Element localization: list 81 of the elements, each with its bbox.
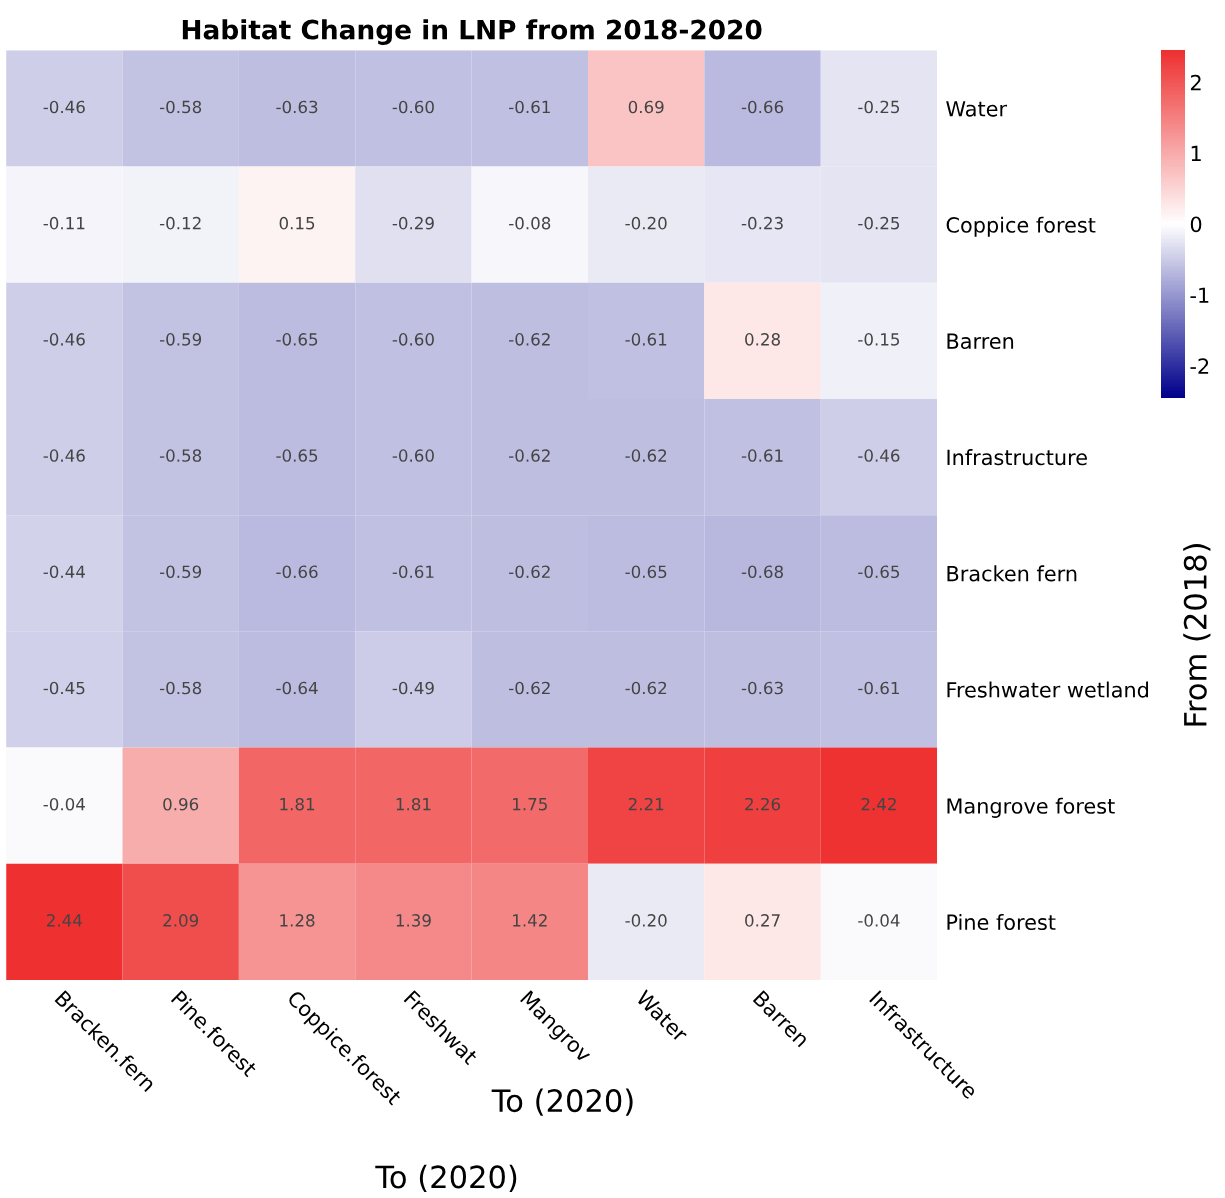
- data-label: 1.75: [513, 798, 547, 811]
- data-label: -0.49: [392, 681, 434, 695]
- data-label: -0.62: [509, 333, 550, 346]
- data-label: -0.29: [392, 216, 434, 230]
- data-label: -0.44: [43, 565, 85, 579]
- data-label: -0.60: [392, 449, 434, 462]
- y-tick-label: Barren: [947, 333, 1014, 350]
- data-label: 1.81: [396, 797, 431, 811]
- data-label: -0.59: [159, 333, 202, 346]
- data-label: -0.62: [509, 449, 550, 462]
- data-label: -0.68: [741, 565, 783, 579]
- color-bar-label: 1: [1191, 145, 1201, 162]
- data-label: -0.60: [392, 333, 434, 346]
- data-label: -0.62: [625, 681, 667, 695]
- text: To (2020): [375, 1164, 517, 1193]
- data-label: 2.21: [628, 797, 664, 811]
- data-label: -0.61: [509, 100, 550, 114]
- data-label: 0.15: [279, 216, 315, 230]
- data-label: -0.25: [858, 100, 900, 114]
- data-label: 1.39: [396, 914, 431, 927]
- data-label: -0.64: [276, 681, 318, 695]
- data-label: -0.46: [43, 333, 85, 346]
- data-label: -0.23: [741, 216, 783, 230]
- data-label: -0.65: [276, 333, 318, 346]
- data-label: -0.61: [858, 681, 899, 695]
- data-label: 0.27: [745, 914, 780, 927]
- data-label: 1.42: [513, 914, 547, 927]
- data-label: -0.61: [741, 449, 783, 462]
- data-label: -0.60: [392, 100, 434, 114]
- y-axis-title: From (2018): [1183, 544, 1211, 726]
- color-bar-label: 2: [1190, 74, 1201, 91]
- data-label: 1.28: [280, 914, 315, 927]
- data-label: 0.69: [628, 100, 664, 114]
- data-label: -0.12: [159, 216, 201, 230]
- data-label: 0.96: [163, 797, 199, 811]
- data-label: -0.61: [392, 565, 434, 579]
- color-bar-label: 0: [1190, 216, 1202, 233]
- data-label: -0.58: [159, 681, 202, 695]
- data-label: -0.63: [741, 681, 783, 695]
- y-tick-label: Freshwater wetland: [947, 681, 1148, 698]
- data-label: -0.65: [276, 449, 318, 462]
- color-bar-label: -2: [1190, 358, 1209, 374]
- data-label: -0.11: [43, 216, 85, 230]
- y-tick-label: Mangrove forest: [947, 797, 1115, 818]
- data-label: -0.08: [509, 216, 551, 230]
- data-label: -0.63: [276, 100, 318, 114]
- data-label: -0.62: [509, 681, 550, 695]
- data-label: -0.62: [625, 449, 667, 462]
- data-label: -0.04: [43, 797, 85, 811]
- y-tick-label: Pine forest: [947, 913, 1056, 931]
- data-label: -0.45: [43, 681, 85, 695]
- data-label: -0.58: [159, 100, 202, 114]
- data-label: 2.44: [46, 914, 82, 927]
- data-label: 1.81: [280, 797, 315, 811]
- y-tick-label: Infrastructure: [947, 449, 1087, 466]
- data-label: -0.46: [43, 100, 85, 114]
- data-label: -0.15: [858, 333, 900, 346]
- data-label: -0.66: [741, 100, 784, 114]
- data-label: -0.59: [159, 565, 202, 579]
- data-label: 2.26: [745, 797, 781, 811]
- data-label: -0.20: [625, 216, 667, 230]
- data-label: -0.46: [858, 449, 900, 462]
- y-tick-label: Coppice forest: [946, 216, 1096, 237]
- chart-title: Habitat Change in LNP from 2018-2020: [182, 19, 762, 45]
- data-label: -0.20: [625, 914, 667, 927]
- data-label: 0.28: [745, 333, 780, 346]
- data-label: -0.62: [509, 565, 550, 579]
- data-label: -0.66: [276, 565, 318, 579]
- y-tick-label: Bracken fern: [947, 565, 1077, 582]
- data-label: -0.04: [858, 914, 900, 927]
- data-label: -0.58: [159, 449, 202, 462]
- data-label: -0.25: [858, 216, 900, 230]
- color-bar-label: -1: [1190, 287, 1209, 303]
- data-label: -0.61: [625, 333, 667, 346]
- data-label: -0.65: [625, 565, 667, 579]
- data-label: -0.46: [43, 449, 85, 462]
- data-label: 2.42: [861, 797, 896, 811]
- data-label: -0.65: [858, 565, 900, 579]
- y-tick-label: Water: [946, 101, 1008, 117]
- data-label: 2.09: [163, 914, 199, 927]
- x-axis-title: To (2020): [491, 1088, 633, 1116]
